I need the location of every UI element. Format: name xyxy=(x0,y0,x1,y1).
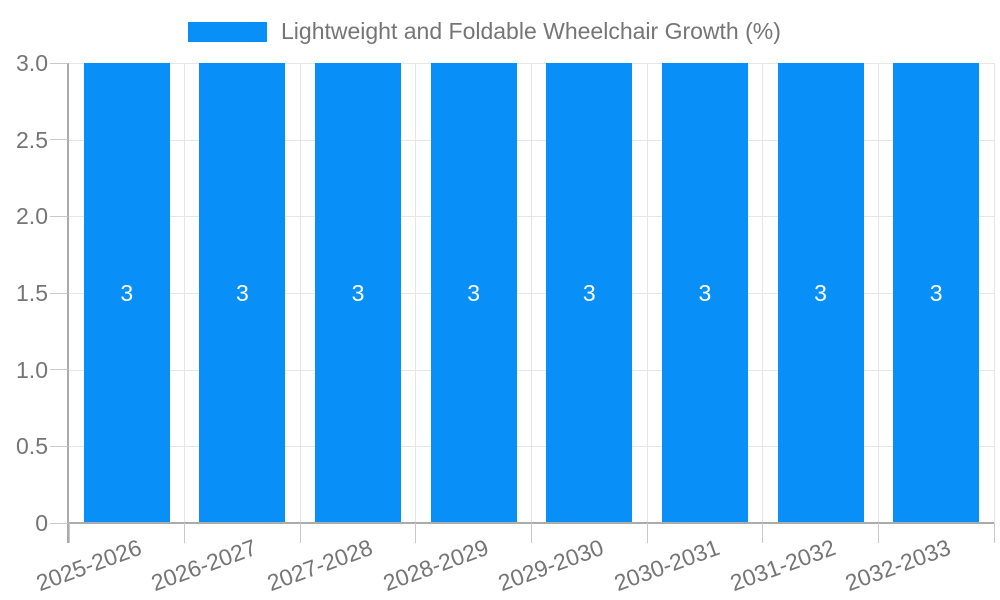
v-gridline xyxy=(415,63,417,523)
plot-area: 3 3 3 3 3 3 3 3 xyxy=(69,63,995,523)
y-tick-label: 1.5 xyxy=(16,280,48,306)
bar-value-label: 3 xyxy=(120,280,134,306)
y-axis-line xyxy=(67,63,69,543)
v-gridline xyxy=(877,63,879,523)
x-axis-tick xyxy=(877,523,879,543)
bar: 3 xyxy=(546,63,633,523)
v-gridline xyxy=(993,63,995,523)
bar-value-label: 3 xyxy=(467,280,481,306)
v-gridline xyxy=(184,63,186,523)
bar-value-label: 3 xyxy=(351,280,365,306)
bar: 3 xyxy=(315,63,402,523)
bar-value-label: 3 xyxy=(698,280,712,306)
x-axis-tick xyxy=(415,523,417,543)
x-axis-tick xyxy=(68,523,70,543)
y-tick-label: 2.0 xyxy=(16,203,48,230)
v-gridline xyxy=(762,63,764,523)
y-axis-tick xyxy=(50,215,68,217)
v-gridline xyxy=(299,63,301,523)
y-tick-label: 0 xyxy=(35,510,48,536)
v-gridline xyxy=(531,63,532,523)
y-tick-label: 1.0 xyxy=(16,356,48,383)
y-tick-label: 0.5 xyxy=(16,433,48,460)
y-tick-label: 3.0 xyxy=(16,50,48,76)
bar: 3 xyxy=(661,63,748,523)
x-axis-tick xyxy=(762,523,764,543)
y-axis-tick xyxy=(50,62,68,64)
bar: 3 xyxy=(83,63,170,523)
bar: 3 xyxy=(430,63,517,523)
y-axis-tick xyxy=(50,445,68,447)
y-tick-label: 2.5 xyxy=(16,126,48,153)
x-axis-tick xyxy=(531,523,532,543)
y-axis-tick xyxy=(50,139,68,141)
y-axis-tick xyxy=(50,522,68,524)
bar-value-label: 3 xyxy=(236,280,249,306)
bar-value-label: 3 xyxy=(582,280,596,306)
x-axis-tick xyxy=(299,523,301,543)
legend-swatch xyxy=(188,21,267,42)
bar-value-label: 3 xyxy=(929,280,943,306)
bar-value-label: 3 xyxy=(814,280,827,306)
bar: 3 xyxy=(893,63,980,523)
chart-legend: Lightweight and Foldable Wheelchair Grow… xyxy=(188,18,781,45)
y-axis-tick xyxy=(50,369,68,371)
bar: 3 xyxy=(199,63,286,523)
x-axis-tick xyxy=(184,523,186,543)
x-axis-tick xyxy=(646,523,648,543)
bar: 3 xyxy=(777,63,864,523)
x-axis-tick xyxy=(993,523,995,543)
legend-label: Lightweight and Foldable Wheelchair Grow… xyxy=(281,18,781,44)
v-gridline xyxy=(646,63,648,523)
y-axis-tick xyxy=(50,292,68,294)
